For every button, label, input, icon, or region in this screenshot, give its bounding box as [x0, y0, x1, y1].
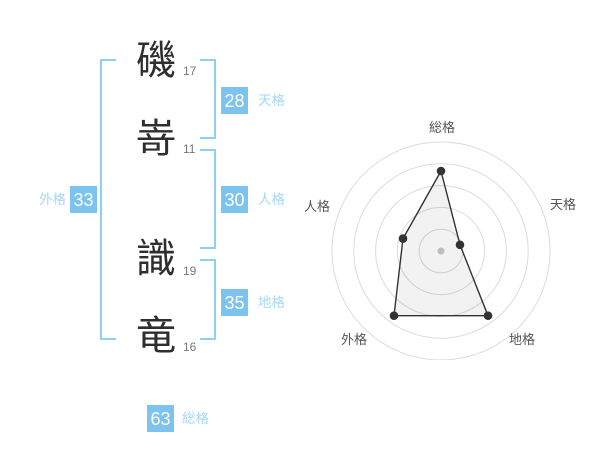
gaikaku-bracket	[100, 59, 116, 340]
jinkaku-bracket	[200, 149, 216, 249]
radar-vertex-dot-2	[483, 311, 493, 320]
gaikaku-score-box: 33	[70, 186, 97, 213]
gaikaku-score-label: 外格	[39, 192, 66, 207]
radar-center-dot	[437, 247, 445, 255]
chikaku-bracket	[200, 259, 216, 340]
radar-vertex-dot-1	[455, 240, 465, 250]
name-char-3: 識	[136, 237, 176, 281]
chikaku-score-label: 地格	[258, 295, 285, 310]
tenkaku-score-label: 天格	[258, 93, 285, 108]
radar-vertex-dot-3	[389, 311, 399, 320]
tenkaku-score-box: 28	[221, 87, 248, 114]
radar-data-polygon	[393, 169, 490, 317]
name-char-4: 竜	[136, 314, 176, 358]
radar-chart-panel: 総格天格地格 外格 人格	[300, 110, 600, 360]
chikaku-score-box: 35	[221, 289, 248, 316]
jinkaku-score-box: 30	[221, 186, 248, 213]
radar-axis-label-0: 総格	[429, 120, 455, 135]
radar-axis-label-1: 天格	[550, 197, 576, 212]
radar-axis-label-4: 人格	[304, 199, 330, 214]
stroke-count-1: 17	[183, 64, 197, 78]
tenkaku-bracket	[200, 59, 216, 139]
jinkaku-score-label: 人格	[258, 192, 285, 207]
radar-grid-ring	[331, 141, 551, 360]
stroke-count-2: 11	[183, 142, 196, 156]
soukaku-score-label: 総格	[182, 411, 209, 426]
stroke-count-4: 16	[183, 340, 197, 354]
radar-vertex-dot-0	[436, 166, 446, 176]
radar-vertex-dot-4	[398, 234, 408, 243]
radar-axis-label-2: 地格	[509, 332, 535, 347]
radar-grid-ring	[396, 206, 486, 296]
name-char-1: 磯	[136, 39, 176, 83]
soukaku-score-box: 63	[147, 405, 174, 432]
radar-grid-ring	[353, 163, 529, 339]
name-char-2: 嵜	[136, 117, 176, 161]
stroke-count-3: 19	[183, 264, 197, 278]
radar-axis-label-3: 外格	[341, 332, 367, 347]
